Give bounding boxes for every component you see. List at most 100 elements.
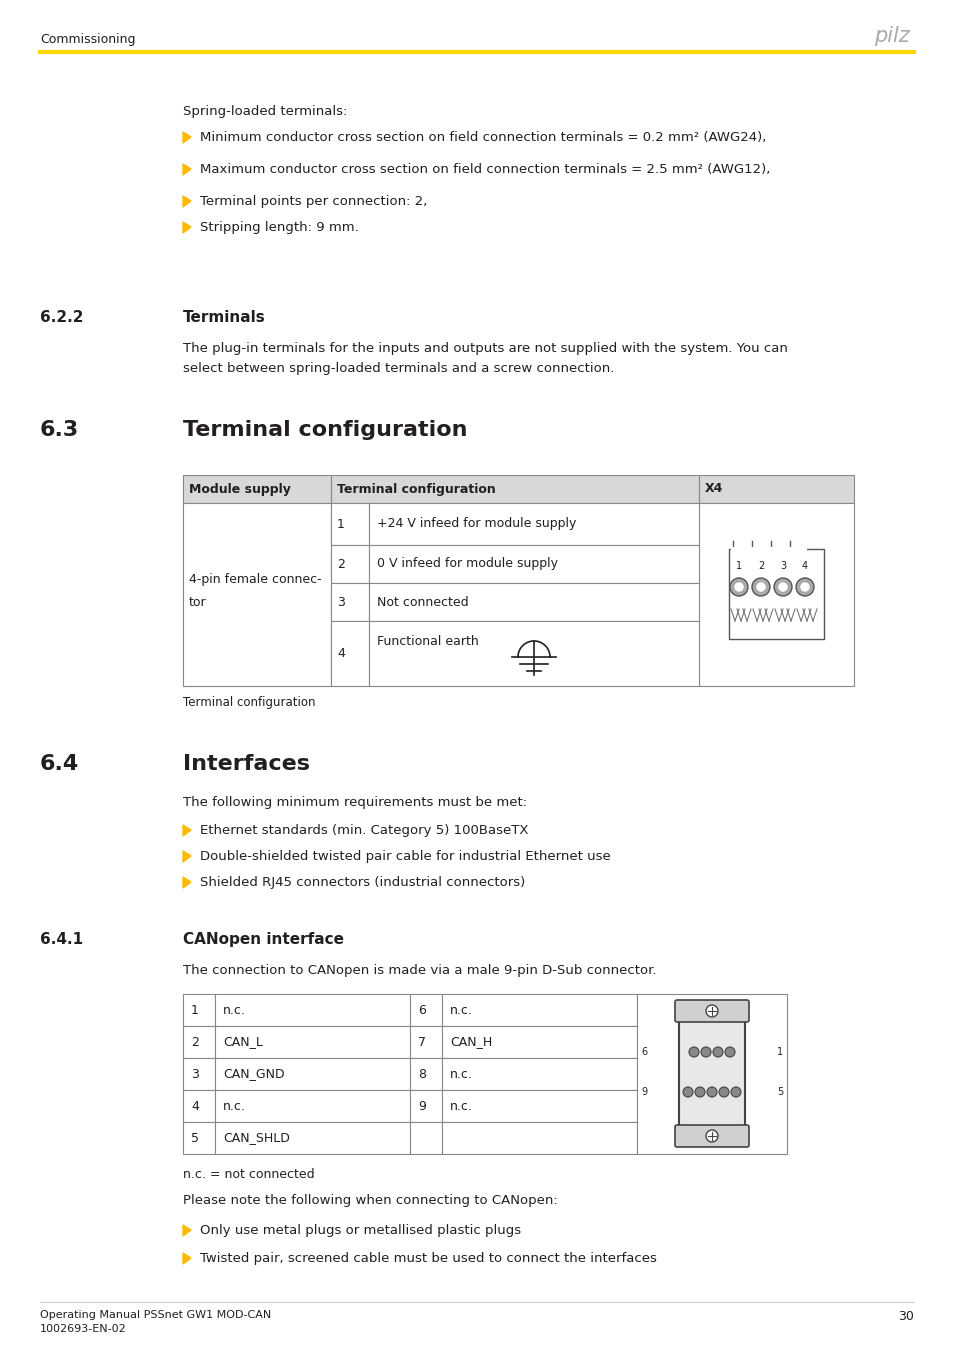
- Bar: [441, 1026, 637, 1058]
- Text: 3: 3: [336, 595, 345, 609]
- Polygon shape: [183, 163, 191, 176]
- Text: 6: 6: [640, 1048, 646, 1057]
- Text: 4: 4: [191, 1099, 198, 1112]
- Bar: [699, 504, 853, 686]
- Bar: [331, 583, 369, 621]
- Polygon shape: [183, 221, 191, 234]
- Text: 7: 7: [417, 1035, 426, 1049]
- Text: 4: 4: [801, 562, 807, 571]
- Text: n.c.: n.c.: [450, 1099, 473, 1112]
- Bar: [410, 1122, 441, 1154]
- Text: 9: 9: [417, 1099, 425, 1112]
- Text: Module supply: Module supply: [189, 482, 291, 495]
- Text: Terminal configuration: Terminal configuration: [336, 482, 496, 495]
- Text: 2: 2: [336, 558, 345, 571]
- Bar: [214, 1089, 410, 1122]
- Text: CAN_L: CAN_L: [223, 1035, 263, 1049]
- Text: Double-shielded twisted pair cable for industrial Ethernet use: Double-shielded twisted pair cable for i…: [200, 850, 610, 863]
- Circle shape: [795, 578, 813, 595]
- Text: Spring-loaded terminals:: Spring-loaded terminals:: [183, 105, 347, 117]
- Circle shape: [688, 1048, 699, 1057]
- Text: Not connected: Not connected: [376, 595, 468, 609]
- Text: Minimum conductor cross section on field connection terminals = 0.2 mm² (AWG24),: Minimum conductor cross section on field…: [200, 131, 765, 144]
- Bar: [369, 583, 699, 621]
- Text: 5: 5: [191, 1131, 199, 1145]
- Text: Please note the following when connecting to CANopen:: Please note the following when connectin…: [183, 1193, 558, 1207]
- Circle shape: [729, 578, 747, 595]
- Bar: [214, 1026, 410, 1058]
- Circle shape: [682, 1087, 692, 1098]
- Bar: [214, 1122, 410, 1154]
- Bar: [637, 994, 786, 1154]
- Text: CANopen interface: CANopen interface: [183, 931, 344, 946]
- Text: 6.3: 6.3: [40, 420, 79, 440]
- Text: 6.4: 6.4: [40, 755, 79, 774]
- Text: Terminal points per connection: 2,: Terminal points per connection: 2,: [200, 194, 427, 208]
- Circle shape: [734, 583, 742, 591]
- Text: n.c.: n.c.: [223, 1099, 246, 1112]
- Circle shape: [706, 1087, 717, 1098]
- Bar: [183, 475, 331, 504]
- Text: 30: 30: [897, 1310, 913, 1323]
- Bar: [331, 545, 369, 583]
- Text: 2: 2: [191, 1035, 198, 1049]
- Text: Terminal configuration: Terminal configuration: [183, 697, 315, 709]
- Text: 1002693-EN-02: 1002693-EN-02: [40, 1324, 127, 1334]
- Bar: [441, 1089, 637, 1122]
- Text: 4-pin female connec-: 4-pin female connec-: [189, 574, 321, 586]
- Bar: [183, 1089, 214, 1122]
- Bar: [214, 994, 410, 1026]
- Circle shape: [705, 1130, 718, 1142]
- Text: Commissioning: Commissioning: [40, 32, 135, 46]
- Text: 0 V infeed for module supply: 0 V infeed for module supply: [376, 558, 558, 571]
- Text: 6.4.1: 6.4.1: [40, 931, 83, 946]
- Bar: [410, 994, 441, 1026]
- Text: Stripping length: 9 mm.: Stripping length: 9 mm.: [200, 221, 358, 234]
- Text: Maximum conductor cross section on field connection terminals = 2.5 mm² (AWG12),: Maximum conductor cross section on field…: [200, 163, 770, 176]
- Bar: [699, 475, 853, 504]
- Circle shape: [719, 1087, 728, 1098]
- Bar: [331, 475, 699, 504]
- Text: n.c.: n.c.: [450, 1003, 473, 1017]
- Bar: [331, 621, 369, 686]
- Bar: [410, 1058, 441, 1089]
- Bar: [369, 504, 699, 545]
- Bar: [441, 1058, 637, 1089]
- FancyBboxPatch shape: [675, 1125, 748, 1148]
- Text: Interfaces: Interfaces: [183, 755, 310, 774]
- Text: n.c. = not connected: n.c. = not connected: [183, 1168, 314, 1181]
- Circle shape: [757, 583, 764, 591]
- Text: 1: 1: [191, 1003, 198, 1017]
- Text: Twisted pair, screened cable must be used to connect the interfaces: Twisted pair, screened cable must be use…: [200, 1251, 657, 1265]
- Text: n.c.: n.c.: [450, 1068, 473, 1080]
- Text: Ethernet standards (min. Category 5) 100BaseTX: Ethernet standards (min. Category 5) 100…: [200, 824, 528, 837]
- Text: Terminals: Terminals: [183, 310, 266, 325]
- Text: X4: X4: [704, 482, 722, 495]
- Bar: [410, 1026, 441, 1058]
- Polygon shape: [183, 878, 191, 888]
- Polygon shape: [183, 196, 191, 207]
- Bar: [410, 1089, 441, 1122]
- Text: 5: 5: [776, 1087, 782, 1098]
- Bar: [441, 1122, 637, 1154]
- Text: tor: tor: [189, 597, 207, 609]
- Text: 4: 4: [336, 647, 345, 660]
- Circle shape: [730, 1087, 740, 1098]
- Text: 2: 2: [757, 562, 763, 571]
- Text: The connection to CANopen is made via a male 9-pin D-Sub connector.: The connection to CANopen is made via a …: [183, 964, 656, 977]
- Text: pilz: pilz: [873, 26, 909, 46]
- Circle shape: [779, 583, 786, 591]
- Bar: [369, 621, 699, 686]
- Bar: [183, 1058, 214, 1089]
- Circle shape: [712, 1048, 722, 1057]
- Bar: [183, 1122, 214, 1154]
- Bar: [728, 549, 823, 639]
- Text: select between spring-loaded terminals and a screw connection.: select between spring-loaded terminals a…: [183, 362, 614, 375]
- Text: 1: 1: [735, 562, 741, 571]
- Text: CAN_GND: CAN_GND: [223, 1068, 284, 1080]
- Text: The following minimum requirements must be met:: The following minimum requirements must …: [183, 796, 527, 809]
- Bar: [331, 504, 369, 545]
- Circle shape: [724, 1048, 734, 1057]
- Circle shape: [801, 583, 808, 591]
- Text: n.c.: n.c.: [223, 1003, 246, 1017]
